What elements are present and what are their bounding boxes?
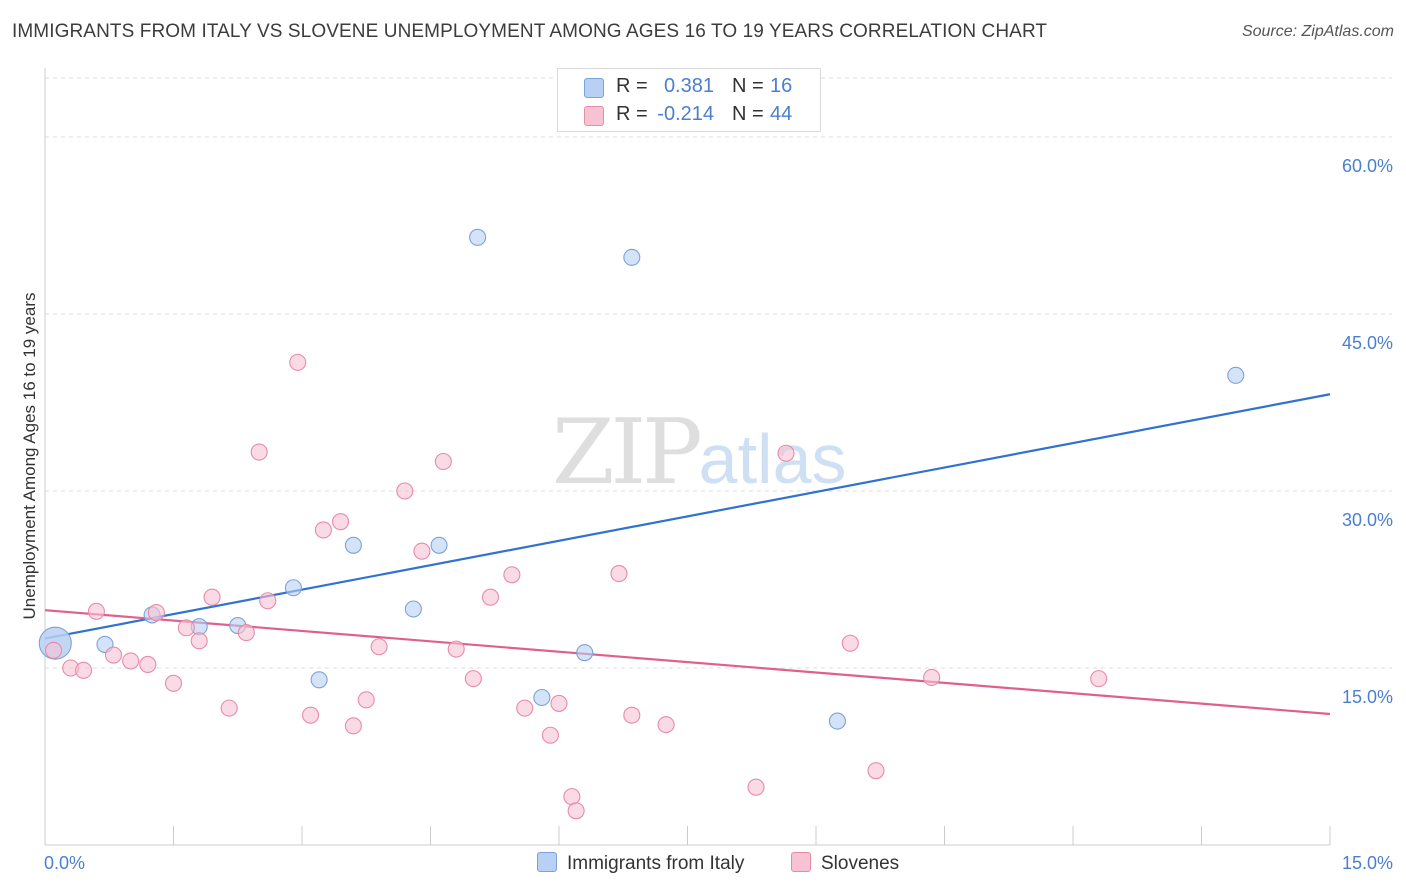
legend-n-label: N = bbox=[732, 75, 764, 97]
slovenes-point bbox=[177, 619, 195, 637]
legend-n-label: N = bbox=[732, 103, 764, 125]
slovenes-point bbox=[1090, 670, 1108, 688]
bottom-legend-swatch-italy bbox=[537, 852, 557, 872]
chart-title: IMMIGRANTS FROM ITALY VS SLOVENE UNEMPLO… bbox=[12, 21, 1048, 42]
slovenes-point bbox=[344, 717, 362, 735]
legend-n-value: 44 bbox=[770, 103, 793, 125]
slovenes-point bbox=[464, 670, 482, 688]
legend-r-value: 0.381 bbox=[663, 75, 714, 97]
italy-point bbox=[344, 536, 362, 554]
slovenes-point bbox=[203, 588, 221, 606]
slovenes-point bbox=[370, 638, 388, 656]
slovenes-point bbox=[75, 661, 93, 679]
legend-row-italy: R = 0.381 N = 16 bbox=[558, 73, 820, 101]
slovenes-point bbox=[237, 624, 255, 642]
slovenes-point bbox=[220, 699, 238, 717]
gridlines bbox=[45, 77, 1392, 669]
slovenes-point bbox=[923, 668, 941, 686]
legend-swatch-slovenes bbox=[584, 106, 604, 126]
legend-r-label: R = bbox=[616, 103, 648, 125]
trend-lines bbox=[44, 393, 1331, 716]
slovenes-trend-line bbox=[44, 609, 1331, 716]
watermark: ZIPatlas bbox=[552, 400, 847, 505]
x-tick-label: 0.0% bbox=[44, 853, 85, 873]
bottom-legend-label-italy: Immigrants from Italy bbox=[567, 853, 745, 874]
slovenes-point bbox=[190, 632, 208, 650]
slovenes-point bbox=[302, 706, 320, 724]
bottom-legend-italy: Immigrants from Italy bbox=[537, 852, 744, 875]
slovenes-point bbox=[447, 640, 465, 658]
slovenes-point bbox=[623, 706, 641, 724]
slovenes-point bbox=[259, 592, 277, 610]
slovenes-point bbox=[567, 802, 585, 820]
slovenes-point bbox=[777, 444, 795, 462]
slovenes-point bbox=[314, 521, 332, 539]
y-tick-label: 15.0% bbox=[1342, 687, 1393, 707]
italy-point bbox=[828, 712, 846, 730]
italy-point bbox=[430, 536, 448, 554]
legend-r-value: -0.214 bbox=[657, 103, 714, 125]
legend-row-slovenes: R = -0.214 N = 44 bbox=[558, 101, 820, 129]
slovenes-point bbox=[45, 641, 63, 659]
legend-r-label: R = bbox=[616, 75, 648, 97]
bottom-legend-label-slovenes: Slovenes bbox=[821, 853, 900, 874]
tick-labels: 15.0% 30.0% 45.0% 60.0% 0.0% 15.0% bbox=[44, 156, 1393, 873]
slovenes-point bbox=[122, 652, 140, 670]
watermark-atlas: atlas bbox=[698, 420, 847, 498]
italy-point bbox=[533, 688, 551, 707]
slovenes-point bbox=[147, 603, 165, 622]
slovenes-point bbox=[434, 452, 452, 471]
data-points bbox=[38, 228, 1245, 820]
slovenes-point bbox=[841, 634, 859, 652]
italy-point bbox=[469, 228, 487, 246]
x-tick-label: 15.0% bbox=[1342, 853, 1393, 873]
y-axis-label: Unemployment Among Ages 16 to 19 years bbox=[20, 292, 39, 620]
slovenes-point bbox=[516, 699, 534, 717]
italy-point bbox=[310, 671, 328, 689]
slovenes-point bbox=[413, 542, 431, 560]
italy-point bbox=[623, 248, 641, 266]
italy-point bbox=[284, 579, 302, 597]
italy-trend-line bbox=[44, 393, 1331, 640]
slovenes-point bbox=[550, 694, 568, 712]
correlation-legend: R = 0.381 N = 16 R = -0.214 N = 44 bbox=[557, 68, 821, 132]
legend-swatch-italy bbox=[584, 78, 604, 98]
slovenes-point bbox=[563, 788, 581, 806]
y-tick-label: 30.0% bbox=[1342, 510, 1393, 530]
watermark-zip: ZIP bbox=[552, 400, 703, 505]
slovenes-point bbox=[164, 674, 183, 692]
slovenes-point bbox=[357, 691, 375, 709]
slovenes-point bbox=[541, 726, 559, 744]
slovenes-point bbox=[747, 778, 765, 796]
axes bbox=[44, 68, 1331, 846]
slovenes-point bbox=[289, 353, 307, 371]
slovenes-point bbox=[610, 565, 628, 583]
slovenes-point bbox=[481, 588, 500, 606]
y-tick-label: 45.0% bbox=[1342, 333, 1393, 353]
slovenes-point bbox=[139, 655, 157, 674]
legend-n-value: 16 bbox=[770, 75, 793, 97]
slovenes-point bbox=[331, 513, 350, 531]
slovenes-point bbox=[396, 482, 414, 500]
bottom-legend-slovenes: Slovenes bbox=[791, 852, 899, 875]
slovenes-point bbox=[503, 566, 521, 584]
slovenes-point bbox=[87, 602, 105, 620]
italy-point bbox=[576, 644, 594, 662]
italy-point bbox=[1227, 366, 1245, 384]
source-credit: Source: ZipAtlas.com bbox=[1241, 23, 1394, 40]
italy-point bbox=[404, 600, 422, 618]
y-tick-label: 60.0% bbox=[1342, 156, 1393, 176]
slovenes-point bbox=[250, 443, 268, 461]
slovenes-point bbox=[104, 646, 123, 664]
slovenes-point bbox=[657, 716, 675, 734]
slovenes-point bbox=[867, 762, 885, 780]
bottom-legend-swatch-slovenes bbox=[791, 852, 811, 872]
